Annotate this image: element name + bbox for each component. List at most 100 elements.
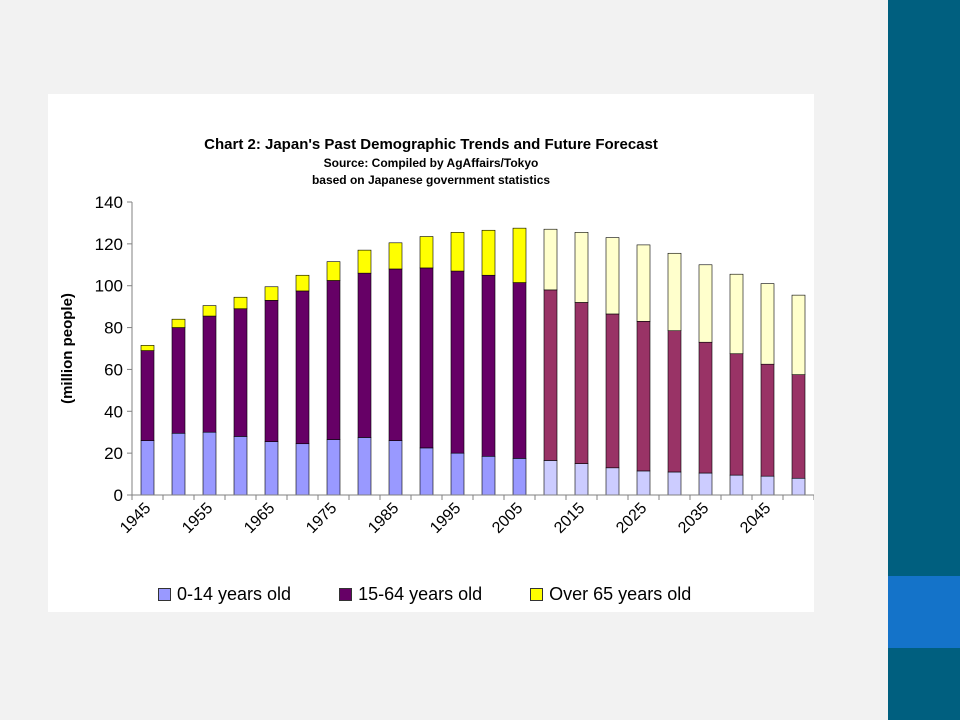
chart-panel: Chart 2: Japan's Past Demographic Trends…	[48, 94, 814, 612]
x-tick-label: 2005	[489, 500, 526, 537]
bar-segment-children	[667, 471, 682, 496]
bar-segment-working-age	[760, 363, 775, 477]
stacked-bar-chart: (million people) 0 20 40 60 80 100 120 140 1945 19…	[59, 193, 814, 537]
legend-swatch-children	[158, 588, 171, 601]
bar-segment-children	[233, 436, 248, 496]
bar-segment-elderly	[574, 232, 589, 303]
bar-segment-working-age	[636, 320, 651, 472]
bar-segment-working-age	[388, 268, 403, 441]
bar-segment-children	[512, 458, 527, 496]
bar-segment-children	[388, 440, 403, 496]
bar-segment-working-age	[233, 308, 248, 437]
bar-segment-children	[791, 477, 806, 496]
chart-title: Chart 2: Japan's Past Demographic Trends…	[204, 136, 658, 153]
bar-segment-elderly	[295, 274, 310, 292]
bar-segment-children	[140, 440, 155, 496]
bar-segment-working-age	[605, 313, 620, 469]
bar-segment-children	[171, 432, 186, 496]
x-tick-label: 2015	[551, 500, 588, 537]
y-tick-label: 60	[104, 360, 123, 379]
bar-segment-working-age	[202, 315, 217, 433]
bar-segment-elderly	[760, 283, 775, 365]
bar-segment-elderly	[667, 252, 682, 332]
bar-segment-elderly	[729, 273, 744, 355]
bar-segment-working-age	[574, 302, 589, 464]
chart-subtitle-source: Source: Compiled by AgAffairs/Tokyo	[323, 156, 539, 170]
x-tick-label: 1975	[303, 500, 340, 537]
y-tick-label: 0	[114, 486, 123, 505]
bar-segment-children	[357, 437, 372, 496]
legend-item-children: 0-14 years old	[158, 584, 291, 605]
y-tick-label: 140	[95, 193, 123, 212]
bar-segment-children	[698, 472, 713, 496]
x-tick-label: 2025	[613, 500, 650, 537]
bar-segment-elderly	[512, 227, 527, 283]
bar-segment-children	[419, 447, 434, 496]
y-tick-label: 100	[95, 277, 123, 296]
y-tick-label: 20	[104, 444, 123, 463]
bar-segment-elderly	[481, 229, 496, 276]
bar-segment-elderly	[202, 305, 217, 317]
legend-swatch-elderly	[530, 588, 544, 601]
legend-item-working-age: 15-64 years old	[339, 584, 482, 605]
slide-sidebar-accent	[888, 576, 960, 648]
bar-segment-working-age	[419, 267, 434, 449]
bar-segment-working-age	[295, 290, 310, 445]
bar-segment-working-age	[667, 330, 682, 473]
bar-segment-elderly	[543, 228, 558, 291]
x-tick-label: 2045	[737, 500, 774, 537]
bar-segment-working-age	[543, 289, 558, 461]
bar-segment-elderly	[419, 236, 434, 269]
x-tick-label: 2035	[675, 500, 712, 537]
legend-item-elderly: Over 65 years old	[530, 584, 691, 605]
bar-segment-elderly	[140, 345, 155, 351]
y-axis-label: (million people)	[59, 293, 76, 404]
legend-label-elderly: Over 65 years old	[549, 584, 692, 604]
bar-segment-working-age	[326, 280, 341, 440]
bar-segment-children	[729, 474, 744, 496]
bar-segment-working-age	[512, 282, 527, 459]
bar-segment-children	[326, 439, 341, 496]
bar-segment-children	[264, 441, 279, 496]
bar-segment-elderly	[450, 232, 465, 272]
y-tick-label: 40	[104, 402, 123, 421]
bar-segment-elderly	[357, 249, 372, 274]
bar-segment-elderly	[605, 237, 620, 315]
bar-segment-working-age	[171, 327, 186, 434]
x-tick-label: 1985	[365, 500, 402, 537]
bar-segment-children	[574, 463, 589, 496]
y-tick-label: 120	[95, 235, 123, 254]
y-tick-label: 80	[104, 319, 123, 338]
legend-swatch-working-age	[339, 588, 353, 601]
bar-segment-elderly	[326, 261, 341, 281]
bar-segment-children	[760, 475, 775, 496]
bar-segment-children	[481, 455, 496, 496]
legend-label-children: 0-14 years old	[177, 584, 292, 604]
bar-segment-elderly	[388, 242, 403, 270]
bar-segment-elderly	[636, 244, 651, 322]
bar-segment-children	[450, 452, 465, 496]
bar-segment-children	[295, 443, 310, 496]
x-tick-label: 1995	[427, 500, 464, 537]
bar-segment-elderly	[264, 286, 279, 301]
bar-segment-working-age	[481, 274, 496, 457]
chart-subtitle-basis: based on Japanese government statistics	[311, 173, 551, 187]
bar-segment-elderly	[791, 294, 806, 375]
bar-segment-working-age	[729, 353, 744, 476]
bar-segment-children	[605, 467, 620, 496]
bar-segment-elderly	[171, 318, 186, 328]
bar-segment-working-age	[357, 272, 372, 438]
x-tick-label: 1955	[179, 500, 216, 537]
bar-segment-elderly	[698, 264, 713, 343]
bar-segment-working-age	[450, 270, 465, 454]
bar-segment-children	[636, 470, 651, 496]
legend-label-working-age: 15-64 years old	[358, 584, 483, 604]
bar-segment-working-age	[140, 350, 155, 441]
x-tick-label: 1965	[241, 500, 278, 537]
bar-segment-working-age	[698, 341, 713, 474]
bar-segment-working-age	[264, 300, 279, 442]
x-tick-label: 1945	[117, 500, 154, 537]
bar-segment-elderly	[233, 296, 248, 310]
chart-legend: 0-14 years old 15-64 years old Over 65 y…	[158, 584, 739, 605]
bar-segment-children	[202, 431, 217, 496]
